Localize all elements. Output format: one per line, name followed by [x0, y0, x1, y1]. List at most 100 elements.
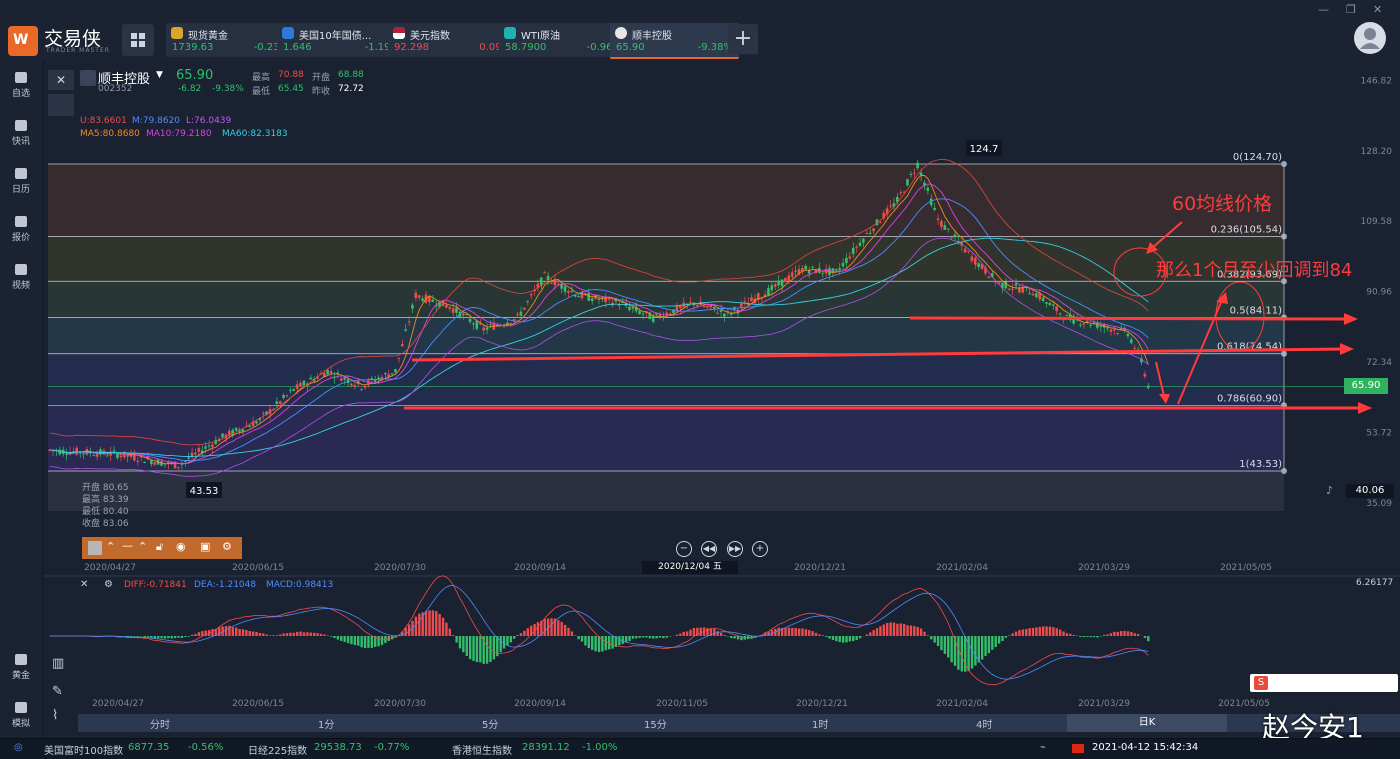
macd-bar	[1123, 631, 1125, 636]
candle-body	[275, 401, 278, 404]
alert-value: 40.06	[1346, 484, 1394, 498]
settings-icon[interactable]: ⚙	[222, 540, 232, 553]
candle-body	[187, 457, 190, 458]
status-ftse-pct: -0.56%	[188, 742, 223, 753]
macd-bar	[910, 626, 912, 636]
annotation-target: 那么1个月至少回调到84	[1156, 260, 1352, 281]
macd-bar	[944, 636, 946, 654]
close-macd-icon[interactable]: ✕	[80, 579, 88, 590]
candle-body	[330, 371, 333, 373]
status-hsi-name[interactable]: 香港恒生指数	[452, 742, 512, 757]
macd-bar	[686, 631, 688, 636]
candle-body	[1008, 289, 1011, 290]
bell-icon[interactable]: ♪	[1326, 484, 1333, 497]
macd-bar	[171, 636, 173, 638]
signal-icon[interactable]: ⌁	[1040, 742, 1046, 753]
macd-bar	[269, 635, 271, 636]
macd-bar	[238, 629, 240, 636]
ohlc-tooltip: 开盘 80.65 最高 83.39 最低 80.40 收盘 83.06	[82, 482, 129, 530]
macd-bar	[988, 636, 990, 653]
macd-bar	[645, 636, 647, 637]
tf-5min[interactable]: 5分	[482, 716, 498, 731]
tf-1min[interactable]: 1分	[318, 716, 334, 731]
draw-tool-button[interactable]	[48, 94, 74, 116]
pen-icon[interactable]: ✎	[52, 684, 63, 699]
candle-body	[394, 369, 397, 372]
macd-bar	[628, 636, 630, 641]
macd-bar	[1069, 634, 1071, 636]
macd-bar	[957, 636, 959, 670]
tf-4h[interactable]: 4时	[976, 716, 992, 731]
candle-body	[1049, 303, 1052, 305]
zoom-out-icon[interactable]: −	[676, 541, 692, 557]
macd-date-label: 2020/07/30	[374, 699, 426, 709]
macd-bar	[635, 636, 637, 638]
chevron-up-icon[interactable]: ⌃	[106, 540, 115, 553]
macd-bar	[832, 636, 834, 640]
color-swatch[interactable]	[88, 541, 102, 555]
candle-body	[872, 228, 875, 231]
macd-bar	[913, 626, 915, 636]
rewind-icon[interactable]: ◀◀	[701, 541, 717, 557]
candle-body	[506, 323, 509, 325]
macd-bar	[866, 634, 868, 636]
chevron-up-icon[interactable]: ⌃	[138, 540, 147, 553]
headset-icon[interactable]: ◎	[14, 742, 23, 753]
macd-bar	[476, 636, 478, 662]
candle-body	[638, 311, 641, 314]
trash-icon[interactable]: ▣	[200, 540, 210, 553]
macd-bar	[367, 636, 369, 648]
macd-bar	[869, 632, 871, 636]
chevron-down-icon[interactable]: ▼	[156, 70, 163, 80]
candle-body	[767, 288, 770, 295]
open-label: 开盘	[312, 70, 330, 83]
line-chart-icon[interactable]: ⌇	[52, 708, 58, 723]
macd-bar	[177, 636, 179, 638]
macd-bar	[194, 634, 196, 636]
line-style-icon[interactable]: —	[122, 539, 133, 552]
candle-body	[838, 268, 841, 270]
macd-bar	[1127, 631, 1129, 636]
tf-1h[interactable]: 1时	[812, 716, 828, 731]
kline-chart[interactable]: 0(124.70)0.236(105.54)0.382(93.69)0.5(84…	[0, 0, 1400, 738]
settings-icon[interactable]: ⚙	[104, 579, 113, 590]
tf-15min[interactable]: 15分	[644, 716, 667, 731]
boll-upper: U:83.6601	[80, 116, 127, 126]
candle-body	[601, 297, 604, 298]
indicator-icon[interactable]: ▥	[52, 656, 64, 671]
macd-bar	[706, 628, 708, 636]
candle-body	[299, 383, 302, 386]
candle-body	[1079, 325, 1082, 326]
candle-body	[1130, 339, 1133, 343]
candle-body	[570, 291, 573, 292]
macd-bar	[184, 636, 186, 637]
unlock-icon[interactable]: 🔓︎	[156, 540, 163, 554]
price-axis-label: 72.34	[1366, 358, 1392, 368]
candle-body	[374, 380, 377, 382]
tf-daily[interactable]: 日K	[1067, 714, 1227, 732]
macd-bar	[299, 632, 301, 636]
eye-icon[interactable]: ◉	[176, 540, 186, 553]
macd-bar	[1001, 636, 1003, 641]
macd-bar	[1066, 633, 1068, 636]
low-label: 最低	[252, 84, 270, 97]
candle-body	[703, 306, 706, 307]
candle-body	[418, 295, 421, 297]
macd-bar	[906, 625, 908, 636]
ohlc-low: 最低 80.40	[82, 506, 129, 518]
forward-icon[interactable]: ▶▶	[727, 541, 743, 557]
candle-body	[1015, 284, 1018, 286]
ime-toolbar[interactable]: S	[1250, 674, 1398, 692]
candle-body	[326, 370, 329, 374]
tf-fenshi[interactable]: 分时	[150, 716, 170, 731]
zoom-in-icon[interactable]: +	[752, 541, 768, 557]
candle-body	[1089, 325, 1092, 326]
status-nikkei-name[interactable]: 日经225指数	[248, 742, 307, 757]
candle-body	[513, 319, 516, 321]
macd-bar	[930, 636, 932, 639]
macd-bar	[815, 633, 817, 636]
drawing-toolbar[interactable]: ⌃ — ⌃ 🔓︎ ◉ ▣ ⚙	[82, 537, 242, 559]
status-ftse-name[interactable]: 美国富时100指数	[44, 742, 123, 757]
candle-body	[977, 263, 980, 267]
candle-body	[1059, 313, 1062, 314]
